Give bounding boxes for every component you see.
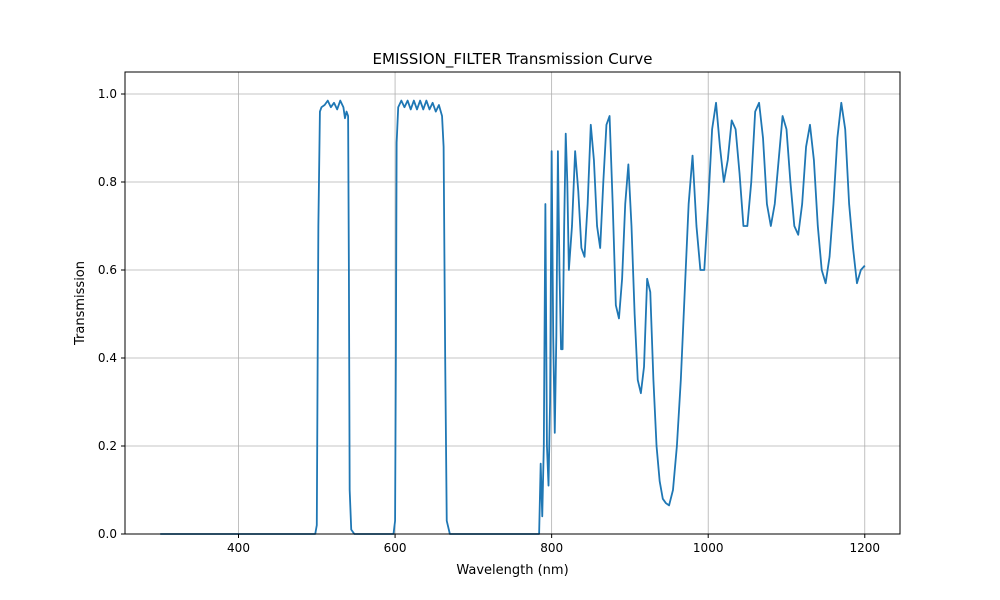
x-axis-label: Wavelength (nm) bbox=[456, 563, 568, 578]
y-tick-label: 0.2 bbox=[98, 439, 117, 453]
x-tick-label: 1000 bbox=[693, 541, 724, 555]
plot-frame bbox=[124, 71, 901, 535]
transmission-curve bbox=[160, 99, 866, 535]
y-tick-label: 0.0 bbox=[98, 527, 117, 541]
x-tick-label: 800 bbox=[540, 541, 563, 555]
x-tick-label: 400 bbox=[227, 541, 250, 555]
y-axis-label: Transmission bbox=[73, 261, 88, 346]
curve-layer bbox=[160, 99, 866, 535]
y-tick-label: 0.8 bbox=[98, 175, 117, 189]
y-tick-label: 0.6 bbox=[98, 263, 117, 277]
grid-layer bbox=[125, 72, 900, 535]
tick-layer: 400 600 800 1000 1200 0.0 0.2 0.4 0.6 0.8 1.0 bbox=[98, 87, 880, 555]
x-tick-label: 600 bbox=[384, 541, 407, 555]
x-tick-label: 1200 bbox=[849, 541, 880, 555]
y-tick-label: 1.0 bbox=[98, 87, 117, 101]
chart-title: EMISSION_FILTER Transmission Curve bbox=[373, 50, 653, 69]
y-tick-label: 0.4 bbox=[98, 351, 117, 365]
